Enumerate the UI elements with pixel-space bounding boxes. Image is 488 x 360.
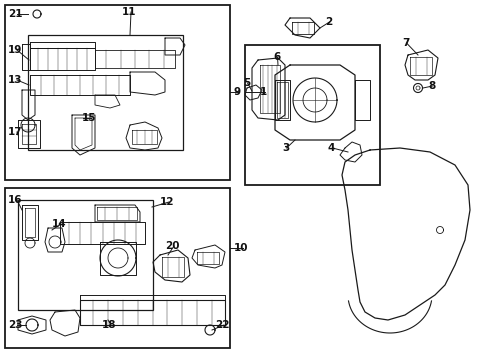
- Text: 3: 3: [282, 143, 289, 153]
- Text: 15: 15: [82, 113, 96, 123]
- Text: 12: 12: [160, 197, 174, 207]
- Text: 17: 17: [8, 127, 22, 137]
- Text: 7: 7: [401, 38, 408, 48]
- Bar: [244, 45, 379, 185]
- Bar: [28, 35, 183, 150]
- Bar: [5, 188, 229, 348]
- Text: 18: 18: [102, 320, 116, 330]
- Text: 21: 21: [8, 9, 22, 19]
- Text: 2: 2: [325, 17, 331, 27]
- Text: 16: 16: [8, 195, 22, 205]
- Text: 23: 23: [8, 320, 22, 330]
- Text: 13: 13: [8, 75, 22, 85]
- Text: 22: 22: [215, 320, 229, 330]
- Text: 19: 19: [8, 45, 22, 55]
- Text: 4: 4: [327, 143, 335, 153]
- Text: 9: 9: [234, 87, 241, 97]
- Text: 1: 1: [260, 87, 267, 97]
- Bar: [18, 200, 153, 310]
- Text: 10: 10: [234, 243, 248, 253]
- Text: 11: 11: [122, 7, 136, 17]
- Text: 6: 6: [272, 52, 280, 62]
- Text: 5: 5: [243, 78, 250, 88]
- Bar: [5, 5, 229, 180]
- Text: 20: 20: [164, 241, 179, 251]
- Text: 8: 8: [427, 81, 434, 91]
- Text: 14: 14: [52, 219, 66, 229]
